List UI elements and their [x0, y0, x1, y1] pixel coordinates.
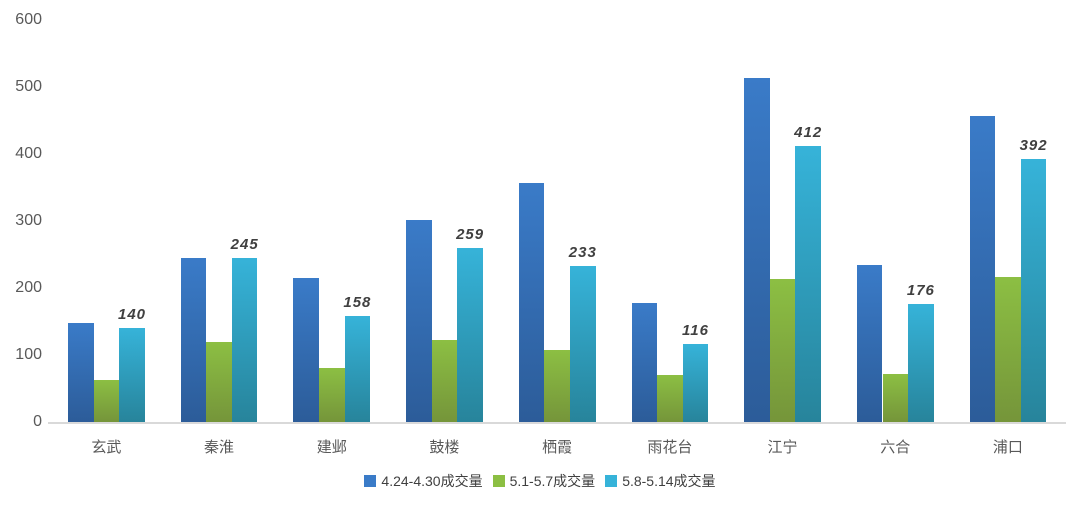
category-label-7: 江宁: [767, 439, 798, 456]
legend-item-2: 5.1-5.7成交量: [492, 471, 596, 491]
bar-series1-cat8: [856, 264, 883, 422]
legend-label: 5.8-5.14成交量: [622, 473, 716, 489]
data-label-cat2: 245: [230, 235, 259, 253]
category-label-5: 栖霞: [542, 439, 573, 456]
bar-series1-cat1: [68, 322, 94, 422]
y-tick-label-600: 600: [15, 11, 42, 28]
bar-series2-cat3: [319, 368, 345, 422]
y-tick-label-400: 400: [15, 145, 42, 162]
bar-series1-cat3: [293, 277, 319, 422]
legend: 4.24-4.30成交量 5.1-5.7成交量 5.8-5.14成交量: [0, 471, 1080, 491]
legend-item-1: 4.24-4.30成交量: [364, 471, 483, 491]
data-label-cat9: 392: [1019, 137, 1048, 155]
legend-item-3: 5.8-5.14成交量: [605, 471, 716, 491]
category-label-9: 浦口: [992, 439, 1023, 456]
legend-swatch-icon: [364, 475, 377, 487]
bar-series2-cat1: [93, 380, 120, 422]
category-label-3: 建邺: [316, 439, 347, 456]
legend-label: 4.24-4.30成交量: [381, 473, 483, 489]
bar-series2-cat8: [882, 373, 909, 422]
legend-swatch-icon: [492, 475, 505, 487]
data-label-cat7: 412: [794, 123, 823, 141]
bar-series1-cat7: [744, 77, 770, 422]
bar-series3-cat8: [908, 304, 934, 422]
bar-series3-cat3: [344, 316, 371, 422]
bar-series2-cat2: [206, 342, 232, 422]
bar-series1-cat5: [518, 182, 545, 422]
category-label-1: 玄武: [91, 439, 122, 456]
bar-series1-cat9: [969, 116, 996, 422]
bar-series3-cat1: [119, 328, 145, 422]
category-label-8: 六合: [880, 439, 911, 456]
data-label-cat3: 158: [343, 294, 372, 312]
data-label-cat4: 259: [456, 226, 485, 244]
category-label-6: 雨花台: [647, 439, 693, 456]
bar-series2-cat9: [995, 277, 1021, 422]
bar-series2-cat4: [431, 340, 458, 422]
y-tick-label-500: 500: [15, 78, 42, 95]
y-tick-label-200: 200: [15, 279, 42, 296]
y-tick-label-300: 300: [15, 212, 42, 229]
data-label-cat6: 116: [682, 322, 709, 340]
x-axis-line: [48, 422, 1066, 424]
y-tick-label-100: 100: [15, 346, 42, 363]
bar-series3-cat7: [795, 145, 821, 422]
bar-series3-cat5: [570, 265, 596, 422]
bar-series1-cat4: [406, 220, 432, 422]
legend-label: 5.1-5.7成交量: [509, 473, 596, 489]
category-label-2: 秦淮: [204, 439, 235, 456]
category-label-4: 鼓楼: [429, 439, 460, 456]
data-label-cat8: 176: [906, 282, 935, 300]
bar-series3-cat6: [682, 344, 709, 422]
bar-series3-cat9: [1020, 159, 1047, 422]
bar-series2-cat7: [769, 278, 796, 422]
legend-swatch-icon: [605, 475, 618, 487]
bar-series3-cat4: [457, 248, 483, 422]
y-tick-label-0: 0: [33, 413, 42, 430]
bar-series1-cat6: [631, 302, 658, 422]
bar-series2-cat6: [657, 375, 683, 422]
bar-series2-cat5: [544, 350, 570, 422]
data-label-cat1: 140: [117, 306, 147, 324]
bar-series1-cat2: [180, 257, 207, 422]
data-label-cat5: 233: [568, 243, 597, 261]
bar-series3-cat2: [231, 257, 258, 422]
